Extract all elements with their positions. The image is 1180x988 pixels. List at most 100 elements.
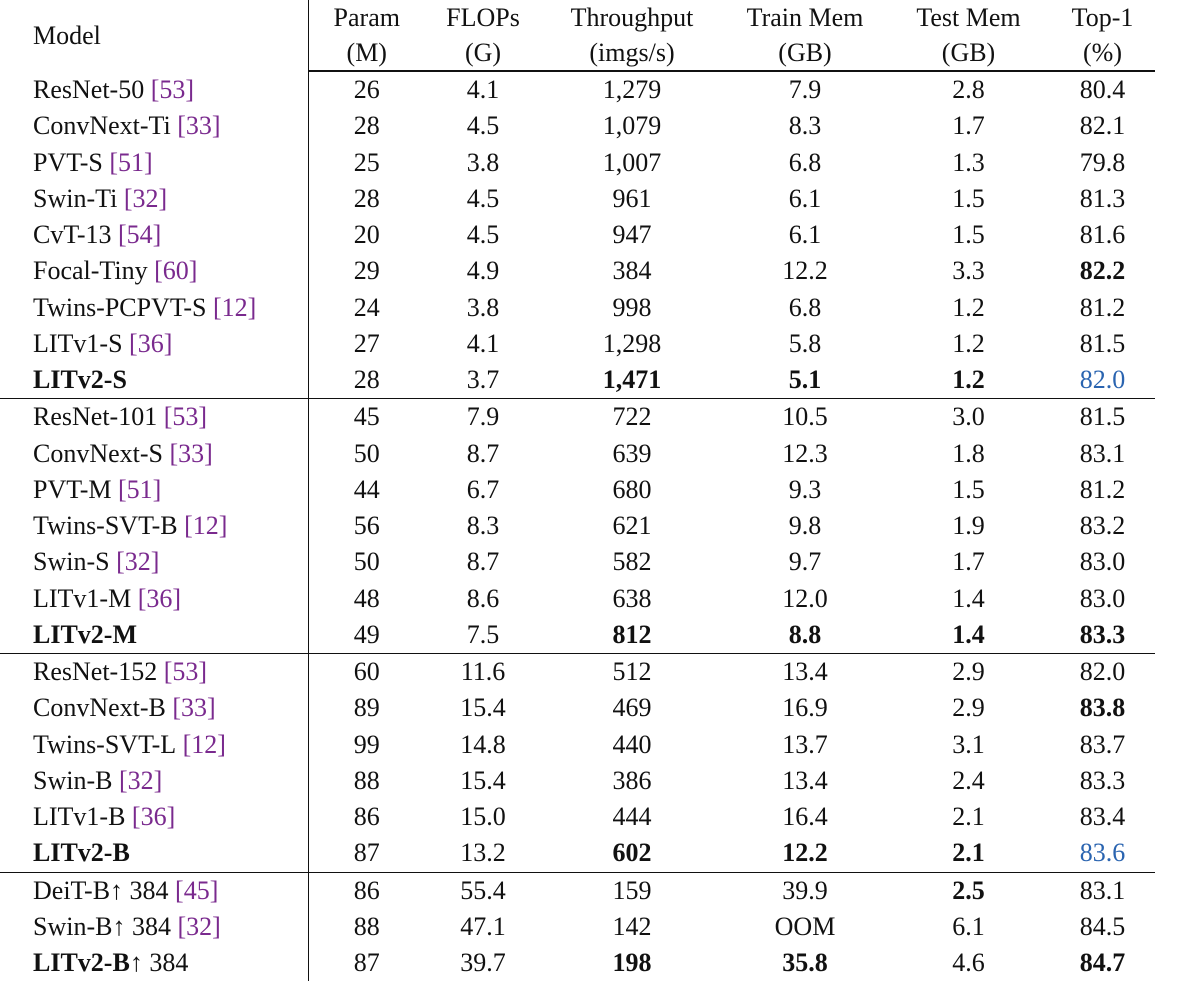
value-cell: 12.2 xyxy=(782,838,828,868)
model-name: ResNet-50 xyxy=(33,74,145,104)
value-cell: 79.8 xyxy=(1079,147,1126,177)
value-cell: 722 xyxy=(541,398,723,436)
value-cell: 4.5 xyxy=(466,183,500,213)
value-cell: 7.9 xyxy=(788,75,822,105)
table-row: ResNet-152 [53] 60 11.6 512 13.4 2.9 82.0 xyxy=(0,653,1155,691)
value-cell: 87 xyxy=(353,838,380,868)
table-row: PVT-M [51] 44 6.7 680 9.3 1.5 81.2 xyxy=(0,471,1155,508)
model-name: ConvNext-S xyxy=(33,438,163,468)
value-cell: 81.6 xyxy=(1079,220,1126,250)
table-row: Twins-PCPVT-S [12] 24 3.8 998 6.8 1.2 81.2 xyxy=(0,289,1155,326)
header-unit: (GB) xyxy=(887,35,1050,72)
model-cell: ResNet-152 [53] xyxy=(0,653,309,691)
value-cell: 638 xyxy=(612,583,652,613)
value-cell: 82.1 xyxy=(1079,111,1126,141)
value-cell: 25 xyxy=(353,147,380,177)
value-cell: 15.4 xyxy=(460,693,506,723)
model-name: Swin-B xyxy=(33,765,113,795)
model-name: ConvNext-Ti xyxy=(33,111,171,141)
value-cell: 83.7 xyxy=(1079,729,1126,759)
value-cell: 6.8 xyxy=(788,147,822,177)
model-name: Twins-SVT-L xyxy=(33,729,177,759)
value-cell: 83.0 xyxy=(1079,547,1126,577)
value-cell: 2.5 xyxy=(887,871,1050,909)
value-cell: 82.2 xyxy=(1079,256,1126,286)
value-cell: 469 xyxy=(612,693,652,723)
model-cell: ResNet-101 [53] xyxy=(0,398,309,436)
value-cell: 12.2 xyxy=(782,256,828,286)
header-unit: (M) xyxy=(308,35,425,72)
model-name: LITv2-S xyxy=(33,365,127,395)
model-cell: Twins-SVT-L [12] xyxy=(0,726,309,763)
value-cell: 13.2 xyxy=(460,838,506,868)
value-cell: 3.3 xyxy=(952,256,985,286)
model-name: LITv2-B xyxy=(33,948,130,978)
value-cell: 6.1 xyxy=(788,183,822,213)
value-cell: 12.0 xyxy=(782,583,828,613)
model-name: LITv1-S xyxy=(33,328,123,358)
value-cell: 15.4 xyxy=(460,765,506,795)
model-name: PVT-S xyxy=(33,147,103,177)
value-cell: 961 xyxy=(612,183,652,213)
value-cell: 3.8 xyxy=(466,292,500,322)
value-cell: 83.1 xyxy=(1050,871,1155,909)
citation: [36] xyxy=(129,328,173,358)
model-name: DeiT-B xyxy=(33,875,111,905)
table-row: Swin-B [32] 88 15.4 386 13.4 2.4 83.3 xyxy=(0,762,1155,799)
citation: [45] xyxy=(175,875,219,905)
value-cell: 15.0 xyxy=(460,802,506,832)
citation: [12] xyxy=(184,511,228,541)
model-cell: LITv2-B↑ 384 xyxy=(0,945,309,982)
value-cell: 35.8 xyxy=(782,948,828,978)
value-cell: 83.1 xyxy=(1079,438,1126,468)
table-row: LITv1-B [36] 86 15.0 444 16.4 2.1 83.4 xyxy=(0,799,1155,836)
value-cell: 4.1 xyxy=(466,75,500,105)
model-name: LITv2-B xyxy=(33,838,130,868)
value-cell: 24 xyxy=(353,292,380,322)
value-cell: 28 xyxy=(353,183,380,213)
value-cell: 13.4 xyxy=(723,653,887,691)
value-cell: 1.4 xyxy=(952,619,985,649)
value-cell: 602 xyxy=(612,838,652,868)
value-cell: 60 xyxy=(308,653,425,691)
table-row: Twins-SVT-L [12] 99 14.8 440 13.7 3.1 83.7 xyxy=(0,726,1155,763)
table-row: LITv1-M [36] 48 8.6 638 12.0 1.4 83.0 xyxy=(0,580,1155,617)
value-cell: 1.2 xyxy=(952,292,985,322)
value-cell: 8.6 xyxy=(466,583,500,613)
value-cell: 386 xyxy=(612,765,652,795)
value-cell: 3.8 xyxy=(466,147,500,177)
value-cell: 28 xyxy=(353,111,380,141)
citation: [51] xyxy=(109,147,153,177)
table-row: CvT-13 [54] 20 4.5 947 6.1 1.5 81.6 xyxy=(0,217,1155,254)
value-cell: 1.3 xyxy=(952,147,985,177)
model-name: LITv1-B xyxy=(33,802,126,832)
value-cell: 86 xyxy=(308,871,425,909)
value-cell: 2.1 xyxy=(952,802,985,832)
value-cell: 82.0 xyxy=(1050,653,1155,691)
value-cell: OOM xyxy=(774,911,836,941)
citation: [54] xyxy=(118,220,162,250)
citation: [33] xyxy=(177,111,221,141)
citation: [51] xyxy=(118,474,162,504)
value-cell: 50 xyxy=(353,547,380,577)
table-row: LITv2-B 87 13.2 602 12.2 2.1 83.6 xyxy=(0,835,1155,872)
value-cell: 45 xyxy=(308,398,425,436)
value-cell: 55.4 xyxy=(425,871,541,909)
header-unit: (imgs/s) xyxy=(541,35,723,72)
header-label: Test Mem xyxy=(916,3,1021,32)
value-cell: 6.1 xyxy=(788,220,822,250)
value-cell: 86 xyxy=(353,802,380,832)
value-cell: 3.7 xyxy=(466,365,500,395)
model-cell: ConvNext-B [33] xyxy=(0,690,309,727)
value-cell: 384 xyxy=(612,256,652,286)
citation: [36] xyxy=(137,583,182,613)
value-cell: 3.0 xyxy=(887,398,1050,436)
model-cell: PVT-S [51] xyxy=(0,144,309,181)
model-cell: Twins-SVT-B [12] xyxy=(0,508,309,545)
model-name: Twins-SVT-B xyxy=(33,511,178,541)
value-cell: 2.9 xyxy=(952,693,985,723)
value-cell: 6.8 xyxy=(788,292,822,322)
citation: [32] xyxy=(123,183,168,213)
value-cell: 1.5 xyxy=(952,474,985,504)
